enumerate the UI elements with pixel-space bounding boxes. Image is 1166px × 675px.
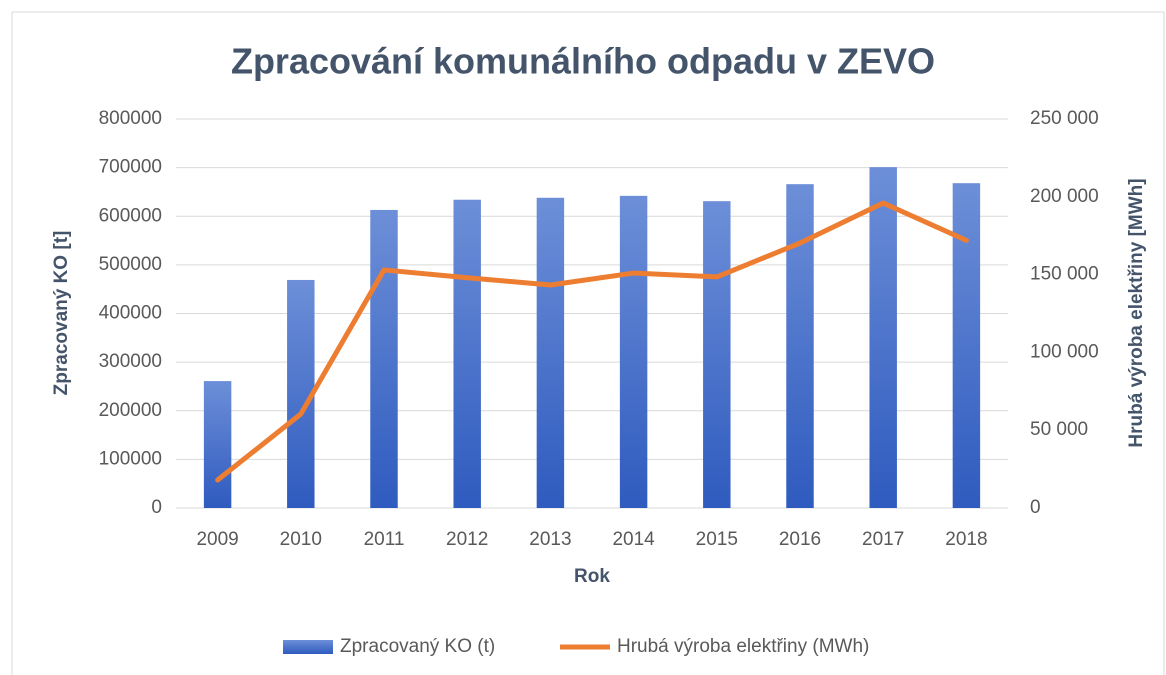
- bar: [786, 184, 814, 508]
- y-tick-label: 0: [151, 497, 162, 518]
- x-axis-title: Rok: [574, 566, 610, 587]
- y-tick-label: 300000: [99, 351, 162, 372]
- y2-tick-label: 250 000: [1030, 108, 1099, 129]
- legend-swatch: [283, 640, 333, 654]
- legend-label: Zpracovaný KO (t): [340, 636, 495, 657]
- bar: [952, 183, 981, 508]
- y-tick-label: 400000: [99, 303, 162, 324]
- x-tick-label: 2018: [945, 529, 987, 550]
- x-tick-label: 2015: [696, 529, 738, 550]
- bar: [619, 195, 648, 508]
- y2-tick-label: 50 000: [1030, 419, 1088, 440]
- x-tick-label: 2012: [446, 529, 488, 550]
- bar: [869, 167, 897, 509]
- y-tick-label: 600000: [99, 205, 162, 226]
- bar: [453, 199, 481, 508]
- x-tick-label: 2009: [196, 529, 238, 550]
- y-tick-label: 500000: [99, 254, 162, 275]
- line-series: [215, 200, 969, 483]
- x-tick-label: 2017: [862, 529, 904, 550]
- bar: [370, 209, 398, 508]
- x-tick-label: 2016: [779, 529, 821, 550]
- y2-tick-label: 150 000: [1030, 264, 1099, 285]
- x-tick-label: 2011: [364, 529, 405, 550]
- y2-tick-label: 100 000: [1030, 341, 1099, 362]
- y-axis-title: Zpracovaný KO [t]: [51, 231, 72, 396]
- x-tick-label: 2013: [529, 529, 571, 550]
- y2-tick-label: 200 000: [1030, 186, 1099, 207]
- y-tick-label: 800000: [99, 108, 162, 129]
- bar: [536, 197, 565, 508]
- legend-label: Hrubá výroba elektřiny (MWh): [617, 636, 869, 657]
- y-tick-label: 700000: [99, 157, 162, 178]
- bar: [203, 381, 232, 508]
- x-tick-label: 2010: [280, 529, 322, 550]
- y-tick-label: 200000: [99, 400, 162, 421]
- y-tick-label: 100000: [99, 448, 162, 469]
- x-tick-label: 2014: [612, 529, 655, 550]
- chart-title: Zpracování komunálního odpadu v ZEVO: [231, 41, 935, 82]
- y2-tick-label: 0: [1030, 497, 1041, 518]
- bar: [703, 201, 731, 508]
- y2-axis-title: Hrubá výroba elektřiny [MWh]: [1126, 178, 1147, 447]
